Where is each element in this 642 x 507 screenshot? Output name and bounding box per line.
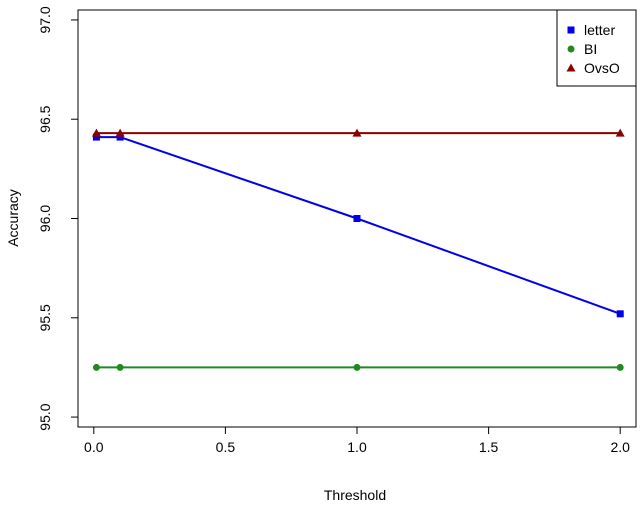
x-axis-title: Threshold	[324, 487, 386, 503]
y-tick-label: 96.5	[37, 105, 53, 132]
series-layer	[91, 128, 625, 371]
x-axis: 0.0 0.5 1.0 1.5 2.0	[84, 427, 630, 455]
data-point-letter	[616, 310, 624, 318]
x-tick-label: 1.5	[479, 439, 499, 455]
legend-label-ovso: OvsO	[584, 60, 620, 76]
data-point-letter	[116, 133, 124, 141]
y-tick-label: 97.0	[37, 6, 53, 33]
data-point-bi	[92, 363, 100, 371]
legend-label-letter: letter	[584, 22, 615, 38]
legend-label-bi: BI	[584, 41, 597, 57]
y-tick-label: 95.0	[37, 403, 53, 430]
legend: letter BI OvsO	[556, 9, 637, 87]
data-point-bi	[116, 363, 124, 371]
data-point-ovso	[91, 128, 101, 137]
y-tick-label: 96.0	[37, 205, 53, 232]
x-tick-label: 0.0	[84, 439, 104, 455]
data-point-letter	[92, 133, 100, 141]
data-point-letter	[353, 215, 361, 222]
legend-marker-bi	[567, 45, 575, 53]
data-point-ovso	[115, 128, 125, 137]
x-tick-label: 2.0	[610, 439, 630, 455]
series-bi	[92, 363, 624, 371]
data-point-ovso	[615, 128, 625, 137]
data-point-bi	[353, 363, 361, 371]
series-letter	[92, 133, 624, 318]
x-tick-label: 0.5	[216, 439, 236, 455]
data-point-ovso	[352, 128, 362, 137]
series-line-letter	[96, 136, 621, 315]
y-tick-label: 95.5	[37, 304, 53, 331]
data-point-bi	[616, 363, 624, 371]
series-ovso	[91, 128, 625, 137]
y-axis-title: Accuracy	[5, 189, 21, 247]
legend-marker-ovso	[566, 63, 576, 72]
legend-marker-letter	[567, 26, 575, 34]
y-axis: 95.0 95.5 96.0 96.5 97.0	[37, 6, 78, 431]
x-tick-label: 1.0	[347, 439, 367, 455]
